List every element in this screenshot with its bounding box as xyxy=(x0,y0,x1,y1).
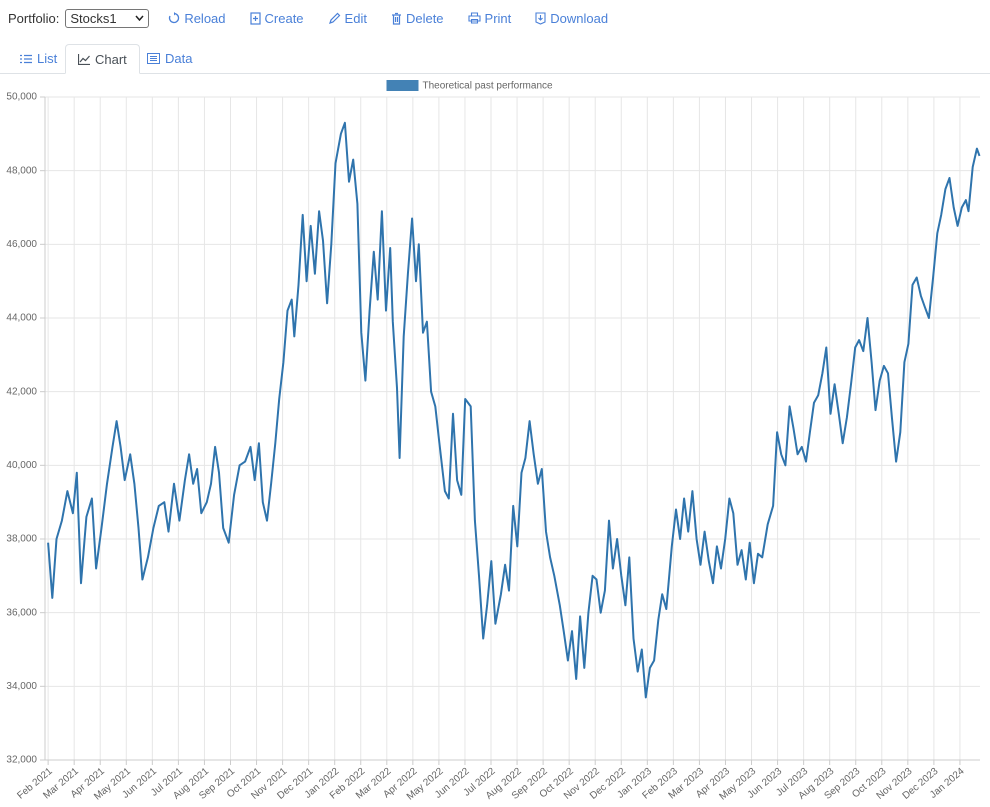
icon xyxy=(20,54,32,63)
legend-label: Theoretical past performance xyxy=(423,81,554,92)
tab-label: Data xyxy=(165,51,193,66)
chart: 32,000 34,000 36,000 38,000 40,000 42,000 44,0… xyxy=(6,80,981,803)
print-button[interactable]: Print xyxy=(467,10,512,26)
icon xyxy=(147,53,160,64)
edit-button[interactable]: Edit xyxy=(328,11,367,26)
legend: Theoretical past performance xyxy=(386,80,554,92)
reload-button[interactable]: Reload xyxy=(168,10,226,26)
create-button[interactable]: Create xyxy=(249,10,304,26)
portfolio-select[interactable]: Stocks1 xyxy=(65,8,150,28)
button-label: Download xyxy=(550,10,609,26)
icon xyxy=(328,12,340,24)
button-label: Create xyxy=(264,10,304,26)
y-tick-label: 48,000 xyxy=(6,165,37,176)
icon xyxy=(391,12,401,25)
tabs: List Chart Data xyxy=(0,44,990,74)
y-tick-label: 34,000 xyxy=(6,681,37,692)
data-line xyxy=(47,121,981,699)
y-tick-label: 50,000 xyxy=(6,92,37,103)
y-tick-label: 40,000 xyxy=(6,460,37,471)
download-button[interactable]: Download xyxy=(535,11,608,26)
icon xyxy=(535,11,546,25)
button-label: Print xyxy=(484,10,512,26)
data-tab[interactable]: Data xyxy=(135,44,204,73)
dropdown-arrow xyxy=(135,15,144,21)
icon xyxy=(249,11,261,25)
legend-swatch xyxy=(386,80,419,91)
tab-label: List xyxy=(37,51,58,66)
icon xyxy=(78,53,90,65)
icon xyxy=(169,12,180,24)
y-tick-label: 38,000 xyxy=(6,534,37,545)
tab-label: Chart xyxy=(95,51,127,67)
button-label: Reload xyxy=(184,10,226,26)
icon xyxy=(467,12,481,24)
y-tick-label: 36,000 xyxy=(6,607,37,618)
button-label: Delete xyxy=(405,10,444,26)
list-tab[interactable]: List xyxy=(8,44,69,73)
y-tick-label: 42,000 xyxy=(6,386,37,397)
portfolio-label: Portfolio: xyxy=(8,10,60,26)
y-tick-label: 46,000 xyxy=(6,239,37,250)
toolbar: Portfolio: Stocks1 Reload Create Edit De… xyxy=(0,0,990,36)
delete-button[interactable]: Delete xyxy=(391,11,444,26)
y-tick-label: 44,000 xyxy=(6,313,37,324)
selected-portfolio: Stocks1 xyxy=(70,10,117,26)
y-tick-label: 32,000 xyxy=(6,755,37,766)
button-label: Edit xyxy=(344,10,367,26)
chart-tab[interactable]: Chart xyxy=(65,44,140,74)
